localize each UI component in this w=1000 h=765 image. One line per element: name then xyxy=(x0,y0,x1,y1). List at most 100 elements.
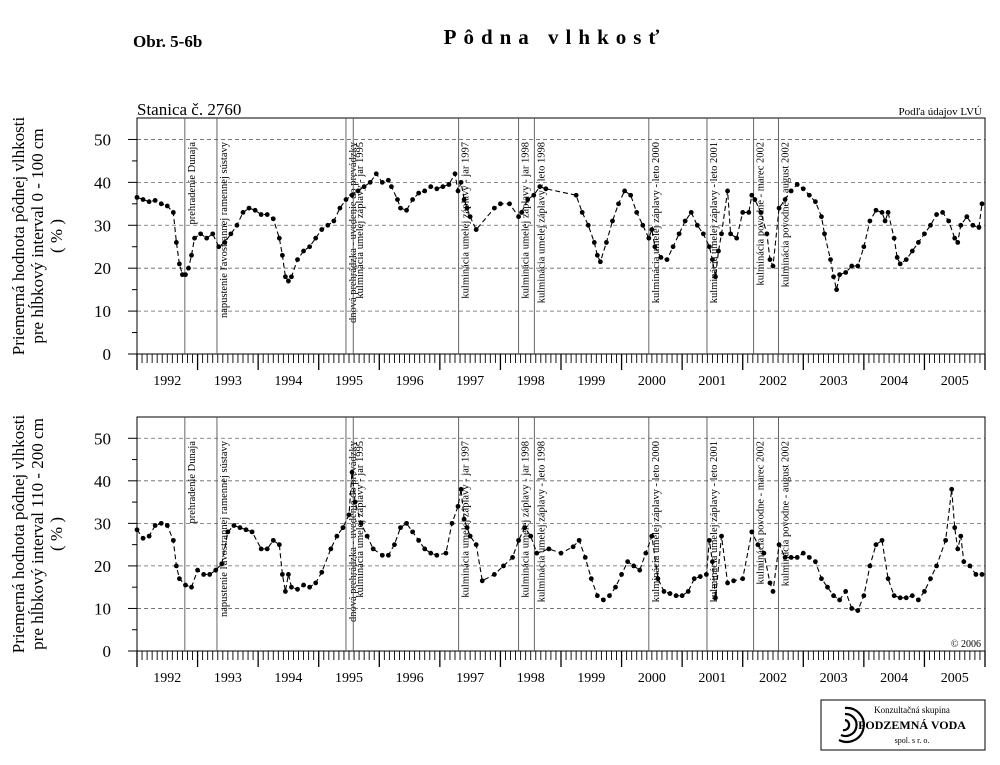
data-point xyxy=(610,218,615,224)
data-point xyxy=(537,184,543,190)
data-point xyxy=(828,257,833,262)
data-point xyxy=(952,525,958,531)
data-point xyxy=(570,544,576,550)
data-point xyxy=(655,576,661,582)
data-point xyxy=(613,584,618,590)
data-point xyxy=(170,210,176,215)
data-point xyxy=(270,537,276,543)
data-point xyxy=(428,184,434,190)
data-point xyxy=(370,546,376,552)
data-point xyxy=(679,593,685,599)
data-point xyxy=(782,555,788,560)
y-axis-label: ( % ) xyxy=(47,517,66,551)
data-point xyxy=(664,257,670,262)
data-point xyxy=(276,235,282,241)
y-tick-label: 0 xyxy=(103,345,112,364)
data-point xyxy=(249,529,255,535)
x-tick-label: 2003 xyxy=(820,374,848,389)
data-point xyxy=(867,218,873,224)
data-point xyxy=(461,197,467,202)
data-point xyxy=(134,527,140,533)
data-point xyxy=(879,210,885,215)
data-point xyxy=(240,210,246,215)
data-point xyxy=(819,576,824,582)
event-label: kulminácia umelej záplavy - leto 2001 xyxy=(709,441,720,602)
logo-line2: PODZEMNÁ VODA xyxy=(858,718,966,732)
data-point xyxy=(903,257,909,262)
data-point xyxy=(367,179,373,185)
x-tick-label: 1999 xyxy=(577,374,605,389)
data-point xyxy=(637,567,643,573)
data-point xyxy=(819,214,824,220)
data-point xyxy=(319,569,325,575)
data-point xyxy=(710,559,715,565)
data-point xyxy=(952,235,958,241)
data-point xyxy=(522,525,528,531)
data-point xyxy=(710,257,715,262)
data-point xyxy=(894,255,900,260)
data-point xyxy=(761,550,767,556)
logo-frame xyxy=(820,699,986,751)
data-point xyxy=(173,563,179,569)
data-point xyxy=(855,608,861,613)
data-point xyxy=(216,244,222,250)
data-point xyxy=(222,240,228,245)
data-point xyxy=(961,559,967,565)
data-point xyxy=(364,533,370,539)
data-point xyxy=(449,520,455,526)
data-point xyxy=(794,182,800,187)
x-tick-label: 1996 xyxy=(396,374,424,389)
x-tick-label: 1992 xyxy=(153,374,181,389)
data-point xyxy=(389,184,394,190)
data-point xyxy=(667,591,673,596)
data-point xyxy=(146,199,152,205)
data-point xyxy=(173,240,179,245)
data-point xyxy=(734,235,740,241)
x-tick-label: 1999 xyxy=(577,671,605,686)
data-point xyxy=(337,205,343,211)
data-point xyxy=(628,192,634,198)
data-point xyxy=(688,210,694,215)
data-point xyxy=(201,572,207,577)
data-point xyxy=(897,595,903,601)
data-point xyxy=(573,192,579,198)
data-point xyxy=(349,192,355,198)
data-point xyxy=(170,537,176,543)
x-tick-label: 1993 xyxy=(214,374,242,389)
panel-subtitle: Stanica č. 2760 xyxy=(137,100,241,119)
x-tick-label: 1995 xyxy=(335,374,363,389)
data-point xyxy=(416,190,422,196)
data-point xyxy=(867,563,873,569)
data-point xyxy=(279,572,285,577)
data-point xyxy=(183,272,188,278)
event-label: kulminácia umelej záplavy - leto 1998 xyxy=(536,441,547,602)
data-point xyxy=(843,589,849,594)
data-point xyxy=(358,520,364,526)
panel-note: Podľa údajov LVÚ xyxy=(898,106,982,118)
data-point xyxy=(746,210,752,215)
data-point xyxy=(649,227,655,232)
data-point xyxy=(134,194,140,200)
data-point xyxy=(516,214,521,220)
event-label: napustenie ľavostrannej ramennej sústavy xyxy=(219,440,230,617)
data-point xyxy=(289,584,294,590)
data-point xyxy=(479,578,485,584)
x-tick-label: 2003 xyxy=(820,671,848,686)
data-point xyxy=(622,188,627,194)
data-point xyxy=(398,525,403,531)
data-point xyxy=(903,595,909,601)
data-point xyxy=(252,207,258,213)
data-point xyxy=(183,582,188,588)
x-tick-label: 2004 xyxy=(880,671,908,686)
data-point xyxy=(501,563,506,569)
data-point xyxy=(594,252,600,258)
x-tick-label: 1994 xyxy=(274,374,302,389)
data-point xyxy=(158,520,164,526)
data-point xyxy=(210,231,216,237)
data-point xyxy=(189,584,194,590)
data-point xyxy=(385,177,391,183)
panel: 0 10 20 30 40 50 1992 1993 1994 1995 1996 1997 1998 1… xyxy=(9,415,986,686)
panel-note: © 2006 xyxy=(951,639,981,650)
data-point xyxy=(943,537,949,543)
data-point xyxy=(979,572,985,577)
